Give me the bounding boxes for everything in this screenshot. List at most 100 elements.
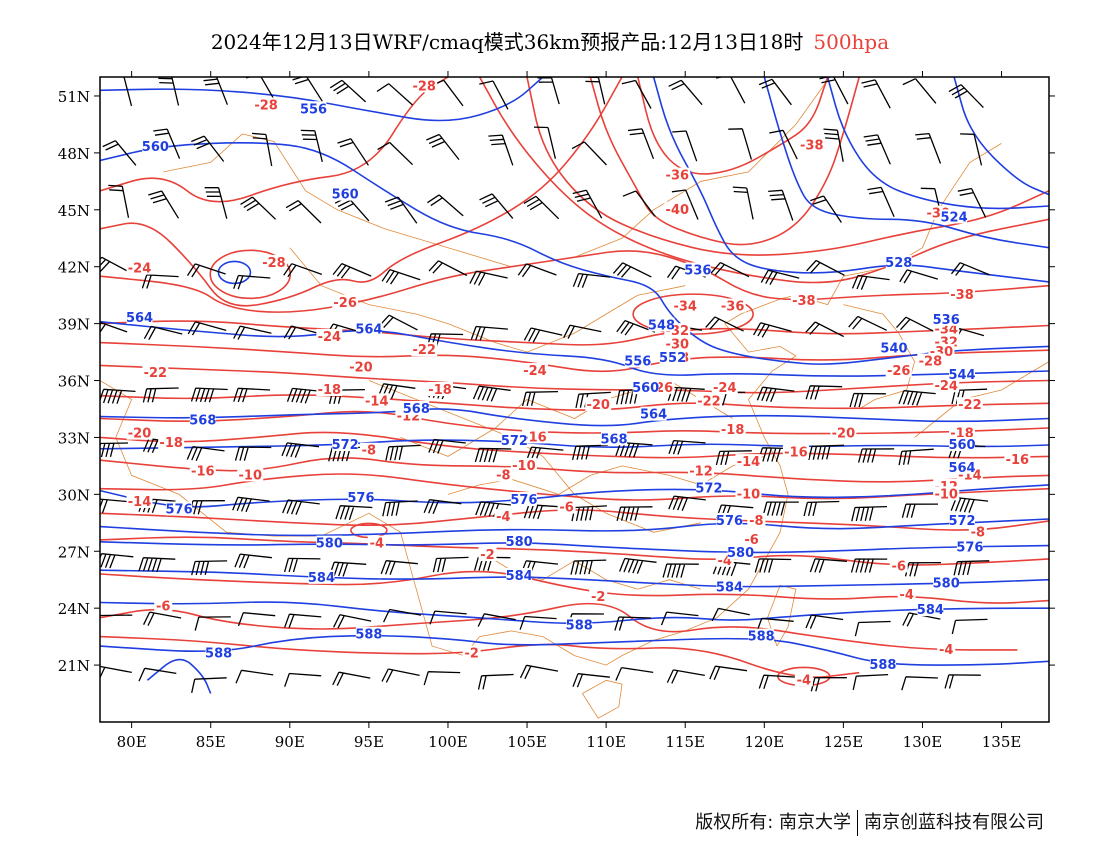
wind-barb <box>292 77 324 104</box>
height-contour <box>953 77 1049 196</box>
wind-barb <box>100 256 131 273</box>
height-contour <box>146 658 212 694</box>
temperature-contours <box>100 77 1049 687</box>
label-background <box>521 363 548 378</box>
wind-barb <box>756 386 795 403</box>
temperature-label: -8 <box>749 514 763 529</box>
label-background <box>640 406 667 421</box>
height-label: 572 <box>948 514 975 529</box>
wind-barb <box>521 390 559 407</box>
wind-barb <box>237 612 276 627</box>
lon-label: 95E <box>354 733 384 751</box>
temperature-label: -36 <box>721 300 745 315</box>
wind-barb <box>428 260 468 277</box>
label-background <box>719 298 746 313</box>
lon-label: 120E <box>745 733 785 751</box>
wind-barb <box>240 196 277 220</box>
height-contour <box>100 634 1049 666</box>
wind-barb <box>948 84 984 109</box>
label-background <box>601 431 628 446</box>
height-label: 568 <box>403 402 430 417</box>
lon-label: 125E <box>824 733 864 751</box>
temperature-label: -2 <box>480 548 494 563</box>
temperature-isotherm <box>100 431 1049 459</box>
label-background <box>189 463 216 478</box>
wind-barb <box>951 388 988 405</box>
wind-barb <box>861 79 891 109</box>
wind-barb <box>329 561 367 577</box>
label-background <box>889 558 908 573</box>
boundary-line <box>447 456 765 495</box>
wind-barb <box>519 664 559 680</box>
label-background <box>933 378 960 393</box>
wind-barb <box>769 129 798 160</box>
wind-barb <box>100 442 129 458</box>
label-background <box>917 353 944 368</box>
temperature-label: -10 <box>737 487 761 502</box>
temperature-label: -18 <box>721 423 745 438</box>
temperature-label: -4 <box>899 588 913 603</box>
wind-barb <box>709 665 748 680</box>
height-label: 560 <box>142 140 169 155</box>
wind-barb <box>616 319 656 336</box>
temperature-label: -16 <box>191 465 215 480</box>
label-background <box>494 467 513 482</box>
lon-label: 130E <box>903 733 943 751</box>
wind-barb <box>852 673 889 691</box>
wind-barb <box>329 79 367 103</box>
label-background <box>126 493 153 508</box>
wind-barb <box>337 138 369 166</box>
label-background <box>347 490 374 505</box>
wind-barb <box>100 388 136 404</box>
wind-barb <box>143 611 182 626</box>
lon-label: 90E <box>275 733 305 751</box>
temperature-label: -16 <box>523 430 547 445</box>
boundary-line <box>574 143 1002 666</box>
label-background <box>126 309 153 324</box>
wind-barb <box>475 501 513 518</box>
label-background <box>968 524 987 539</box>
wind-barb <box>668 495 706 511</box>
label-background <box>664 201 691 216</box>
temperature-label: -26 <box>333 296 357 311</box>
wind-barb <box>621 79 652 109</box>
wind-barb <box>138 667 177 682</box>
label-background <box>411 342 438 357</box>
label-background <box>885 254 912 269</box>
wind-barb <box>614 616 652 631</box>
axes: 51N 48N 45N 42N 39N 36N 33N 30N 27N 24N 21N 80E 85E 9… <box>58 71 1055 751</box>
label-background <box>316 382 343 397</box>
boundary-line <box>843 304 916 410</box>
temperature-label: -24 <box>523 364 547 379</box>
height-label: 536 <box>933 313 960 328</box>
wind-barb <box>285 200 322 224</box>
label-background <box>142 364 169 379</box>
wind-barb <box>808 444 845 461</box>
wind-barb <box>805 614 844 629</box>
wind-barb <box>666 669 705 684</box>
label-background <box>956 397 983 412</box>
wind-barb <box>671 189 699 220</box>
temperature-label: -24 <box>128 262 152 277</box>
temperature-label: -14 <box>365 394 389 409</box>
label-background <box>189 412 216 427</box>
lon-label: 135E <box>982 733 1022 751</box>
wind-barb <box>251 132 273 167</box>
height-label: 548 <box>648 319 675 334</box>
height-label: 564 <box>948 461 975 476</box>
wind-barb <box>710 262 750 278</box>
wind-barb <box>584 77 606 105</box>
wind-barb <box>803 500 840 517</box>
wind-barb <box>186 263 226 278</box>
lon-label: 105E <box>507 733 547 751</box>
height-label: 552 <box>659 351 686 366</box>
wind-barb <box>960 133 983 166</box>
wind-barb <box>191 677 227 694</box>
wind-barb <box>753 322 792 338</box>
wind-barb <box>201 77 229 105</box>
temperature-label: -28 <box>919 355 943 370</box>
wind-barb <box>477 673 514 690</box>
wind-barb <box>282 499 320 515</box>
height-label: 576 <box>716 514 743 529</box>
label-background <box>253 97 280 112</box>
